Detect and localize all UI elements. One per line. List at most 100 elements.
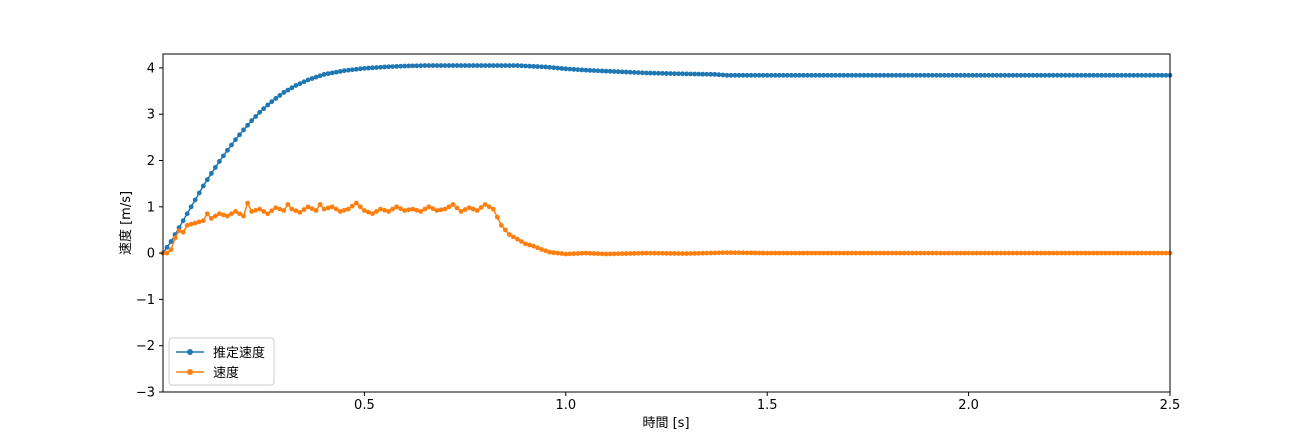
data-point [1022, 250, 1028, 256]
series-line [162, 64, 1170, 254]
data-point [841, 72, 847, 78]
data-point [523, 241, 528, 247]
data-point [285, 87, 291, 93]
y-tick-label: −1 [136, 293, 155, 308]
data-point [929, 250, 935, 256]
data-point [349, 67, 355, 73]
data-point [229, 211, 234, 217]
data-point [680, 71, 686, 77]
data-point [575, 67, 581, 73]
data-point [394, 64, 400, 69]
data-point [591, 68, 597, 73]
data-point [744, 72, 750, 78]
x-tick-label: 2.5 [1160, 398, 1181, 413]
data-point [994, 72, 1000, 78]
data-point [1083, 72, 1088, 78]
data-point [414, 207, 420, 213]
data-point [470, 206, 476, 212]
legend-entry-estimated-speed: 推定速度 [176, 345, 265, 361]
data-point [732, 72, 738, 78]
data-point [752, 72, 758, 78]
data-point [1002, 250, 1008, 256]
data-point [994, 250, 1000, 256]
data-point [712, 250, 718, 256]
data-point [1014, 250, 1020, 256]
data-point [225, 147, 230, 153]
data-point [1103, 250, 1108, 256]
data-point [917, 72, 923, 78]
data-point [366, 209, 371, 215]
data-point [1127, 250, 1133, 256]
data-point [692, 71, 698, 77]
data-point [1026, 250, 1032, 256]
data-point [652, 250, 657, 256]
data-point [1135, 250, 1141, 256]
data-point [809, 72, 814, 78]
data-point [1070, 72, 1076, 78]
data-point [788, 72, 794, 78]
data-point [1147, 72, 1153, 78]
data-point [929, 72, 935, 78]
data-point [619, 69, 625, 75]
data-point [595, 251, 601, 257]
data-point [241, 213, 246, 219]
data-point [837, 250, 843, 256]
data-point [788, 250, 794, 256]
data-point [744, 250, 750, 256]
data-point [478, 205, 484, 210]
data-point [780, 250, 786, 256]
data-point [357, 204, 363, 210]
data-point [462, 207, 468, 212]
data-point [938, 250, 943, 256]
data-point [829, 250, 835, 256]
data-point [515, 236, 520, 242]
data-point [772, 250, 778, 256]
data-point [374, 209, 379, 214]
data-point [1078, 250, 1084, 256]
data-point [527, 63, 532, 69]
data-point [426, 204, 432, 210]
data-point [615, 251, 621, 257]
data-point [353, 200, 359, 206]
data-point [345, 67, 351, 73]
data-point [313, 74, 319, 80]
y-tick-label: −2 [136, 339, 155, 354]
y-axis-label: 速度 [m/s] [118, 191, 134, 255]
data-point [196, 219, 202, 225]
data-point [482, 202, 488, 207]
data-point [623, 69, 629, 75]
data-point [237, 132, 242, 138]
data-point [1014, 72, 1020, 78]
data-point [921, 72, 927, 78]
data-point [221, 212, 226, 218]
data-point [776, 72, 782, 78]
data-point [917, 250, 923, 256]
data-point [885, 72, 891, 78]
data-point [192, 197, 198, 203]
data-point [990, 72, 996, 78]
data-point [241, 127, 246, 133]
data-point [841, 250, 847, 256]
data-point [249, 118, 255, 124]
data-point [216, 159, 222, 164]
data-point [865, 250, 871, 256]
data-point [587, 67, 593, 73]
data-point [571, 251, 577, 257]
data-point [341, 207, 347, 213]
data-point [635, 250, 641, 256]
data-point [233, 209, 238, 214]
data-point [551, 250, 557, 256]
data-point [164, 244, 170, 250]
data-point [1046, 250, 1052, 256]
data-point [958, 72, 963, 78]
data-point [1058, 250, 1064, 256]
data-point [212, 165, 218, 170]
data-point [378, 206, 383, 212]
legend-label-speed: 速度 [213, 365, 239, 381]
data-point [1131, 250, 1137, 256]
data-point [357, 66, 363, 72]
data-point [728, 72, 734, 78]
x-tick-label: 2.0 [958, 398, 979, 413]
data-point [200, 218, 206, 224]
data-point [708, 250, 714, 256]
